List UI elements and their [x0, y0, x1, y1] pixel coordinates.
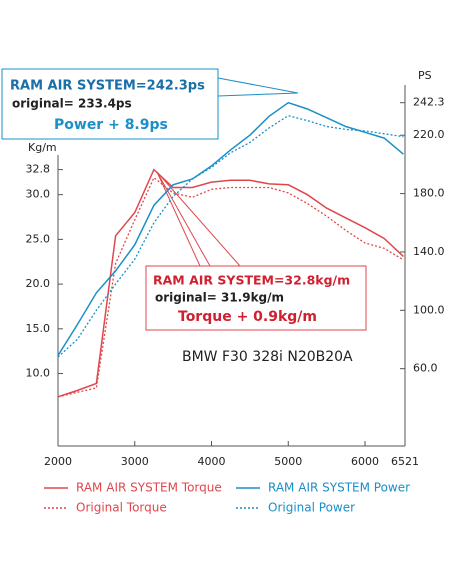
- y-tick-label: 20.0: [26, 277, 51, 290]
- callout-text: RAM AIR SYSTEM=32.8kg/m: [153, 273, 350, 288]
- y-axis-label: Kg/m: [28, 141, 57, 154]
- x-tick-label: 6521: [391, 455, 419, 468]
- leader: [217, 77, 299, 94]
- leader: [156, 171, 211, 267]
- legend-label: RAM AIR SYSTEM Power: [268, 481, 410, 495]
- series-line: [57, 168, 404, 398]
- y2-tick-label: 140.0: [413, 245, 445, 258]
- y2-tick-label: 220.0: [413, 128, 445, 141]
- power-callout: [1, 68, 219, 140]
- y-tick-label: 32.8: [26, 163, 51, 176]
- callout-text: Power + 8.9ps: [54, 117, 168, 133]
- callout-text: Torque + 0.9kg/m: [178, 309, 317, 325]
- y2-tick-label: 100.0: [413, 303, 445, 316]
- leader: [156, 171, 201, 267]
- x-tick-label: 5000: [274, 455, 302, 468]
- x-tick-label: 6000: [351, 455, 379, 468]
- y-tick-label: 30.0: [26, 188, 51, 201]
- y2-tick-label: 180.0: [413, 187, 445, 200]
- legend-label: Original Torque: [76, 501, 167, 515]
- note: BMW F30 328i N20B20A: [182, 349, 353, 365]
- y2-axis-label: PS: [418, 69, 432, 82]
- legend-label: RAM AIR SYSTEM Torque: [76, 481, 222, 495]
- series-line: [57, 101, 404, 356]
- y2-tick-label: 60.0: [413, 362, 438, 375]
- callout-text: original= 233.4ps: [12, 97, 132, 111]
- torque-callout: [145, 265, 367, 331]
- legend-label: Original Power: [268, 501, 355, 515]
- callout-text: original= 31.9kg/m: [155, 291, 284, 305]
- series-line: [57, 115, 404, 358]
- y-tick-label: 15.0: [26, 322, 51, 335]
- y-tick-label: 25.0: [26, 232, 51, 245]
- x-tick-label: 2000: [44, 455, 72, 468]
- plot: [57, 101, 404, 398]
- callout-text: RAM AIR SYSTEM=242.3ps: [10, 79, 205, 94]
- y2-tick-label: 242.3: [413, 96, 445, 109]
- x-tick-label: 4000: [198, 455, 226, 468]
- leader: [217, 92, 299, 97]
- y-tick-label: 10.0: [26, 367, 51, 380]
- series-line: [57, 176, 404, 398]
- x-tick-label: 3000: [121, 455, 149, 468]
